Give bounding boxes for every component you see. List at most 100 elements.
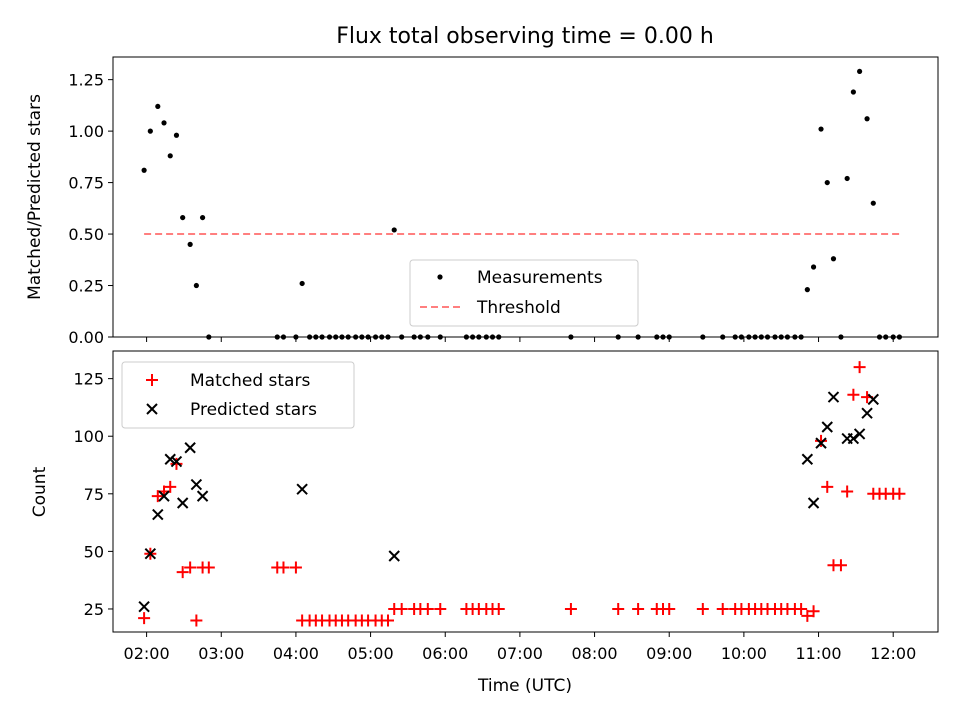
measurement-point	[199, 214, 206, 221]
predicted-star-point	[867, 393, 880, 406]
predicted-star-point	[196, 490, 209, 502]
predicted-star-point	[158, 490, 170, 502]
x-tick-label: 10:00	[721, 644, 767, 663]
legend-predicted-label: Predicted stars	[190, 400, 317, 420]
measurement-point	[180, 214, 186, 221]
matched-star-point	[841, 485, 854, 498]
measurement-point	[187, 241, 193, 247]
matched-star-point	[190, 614, 203, 627]
predicted-star-point	[138, 600, 150, 613]
count-marks	[138, 361, 906, 627]
measurement-point	[299, 280, 305, 287]
legend-x-marker	[146, 403, 158, 415]
x-axis-label: Time (UTC)	[477, 676, 572, 696]
count-y-tick-label: 100	[73, 427, 104, 446]
matched-star-point	[801, 609, 814, 622]
x-tick-label: 05:00	[348, 644, 394, 663]
ratio-legend: Measurements Threshold	[409, 259, 639, 327]
ratio-panel: Flux total observing time = 0.00 h Match…	[25, 24, 939, 347]
ratio-plot-frame	[112, 56, 939, 338]
predicted-star-point	[152, 508, 164, 521]
matched-star-point	[795, 602, 808, 615]
measurement-point	[167, 153, 173, 159]
count-plot-frame	[112, 350, 939, 633]
legend-box	[121, 361, 355, 429]
matched-star-point	[138, 612, 151, 625]
measurement-point	[161, 120, 167, 126]
ratio-y-tick-label: 1.25	[68, 71, 104, 90]
matched-star-point	[184, 561, 197, 574]
legend-dot-marker	[437, 274, 443, 280]
predicted-star-point	[388, 550, 400, 562]
matched-star-point	[277, 561, 290, 574]
legend-threshold-label: Threshold	[476, 298, 561, 318]
matched-star-point	[395, 602, 408, 615]
predicted-star-point	[296, 483, 308, 495]
measurement-point	[864, 116, 870, 122]
measurement-point	[830, 256, 837, 262]
matched-star-point	[663, 602, 676, 615]
measurement-point	[870, 200, 876, 206]
ratio-axes: 0.00 0.25 0.50 0.75 1.00 1.25	[68, 71, 894, 347]
x-tick-label: 07:00	[497, 644, 543, 663]
y-axis-label-count: Count	[30, 466, 50, 517]
matched-star-point	[821, 480, 834, 493]
count-panel: Count Time (UTC) 25 50 75 100 125 02:00 03:00 0…	[30, 350, 939, 696]
predicted-star-point	[184, 442, 196, 454]
measurement-point	[824, 179, 830, 186]
measurement-point	[810, 264, 817, 270]
matched-star-point	[847, 388, 860, 401]
predicted-star-point	[847, 432, 860, 445]
predicted-star-point	[821, 421, 833, 433]
count-y-tick-label: 25	[84, 600, 104, 619]
predicted-star-point	[807, 497, 820, 509]
matched-star-point	[612, 602, 625, 615]
matched-star-point	[492, 602, 505, 615]
x-tick-label: 02:00	[124, 644, 170, 663]
legend-box	[409, 259, 639, 327]
matched-star-point	[834, 559, 847, 572]
matched-star-point	[289, 561, 302, 574]
measurement-point	[173, 132, 180, 138]
matched-star-point	[151, 490, 164, 503]
predicted-star-point	[190, 478, 203, 491]
legend-measurements-label: Measurements	[477, 268, 603, 288]
y-axis-label-ratio: Matched/Predicted stars	[25, 94, 45, 300]
matched-star-point	[382, 614, 394, 627]
predicted-star-point	[170, 455, 183, 468]
x-tick-label: 12:00	[870, 644, 916, 663]
matched-star-point	[815, 434, 828, 447]
predicted-star-point	[164, 453, 176, 465]
x-tick-label: 04:00	[273, 644, 319, 663]
measurement-point	[193, 282, 199, 289]
matched-star-point	[893, 487, 906, 500]
predicted-star-point	[176, 497, 189, 509]
x-tick-label: 03:00	[198, 644, 244, 663]
matched-star-point	[176, 566, 189, 579]
measurement-point	[155, 103, 161, 110]
matched-star-point	[853, 361, 866, 374]
measurement-point	[391, 227, 397, 233]
ratio-y-tick-label: 0.25	[68, 277, 104, 296]
measurement-point	[844, 175, 850, 182]
predicted-star-point	[144, 547, 157, 560]
matched-star-point	[632, 602, 645, 615]
matched-star-point	[807, 605, 820, 618]
count-y-tick-label: 50	[84, 542, 104, 561]
measurement-point	[850, 89, 856, 95]
count-axes: 25 50 75 100 125 02:00 03:00 04:00 05:00 06:00 07:…	[73, 370, 916, 663]
predicted-star-point	[815, 437, 827, 449]
measurement-point	[147, 128, 153, 134]
count-legend: Matched stars Predicted stars	[121, 361, 355, 429]
x-tick-label: 06:00	[422, 644, 468, 663]
matched-star-point	[202, 561, 215, 574]
measurement-point	[141, 167, 147, 173]
measurement-point	[804, 287, 810, 293]
count-y-tick-label: 75	[84, 485, 104, 504]
measurement-point	[818, 126, 824, 132]
matched-star-point	[421, 602, 434, 615]
x-tick-label: 11:00	[795, 644, 841, 663]
count-y-tick-label: 125	[73, 370, 104, 389]
matched-star-point	[716, 602, 729, 615]
